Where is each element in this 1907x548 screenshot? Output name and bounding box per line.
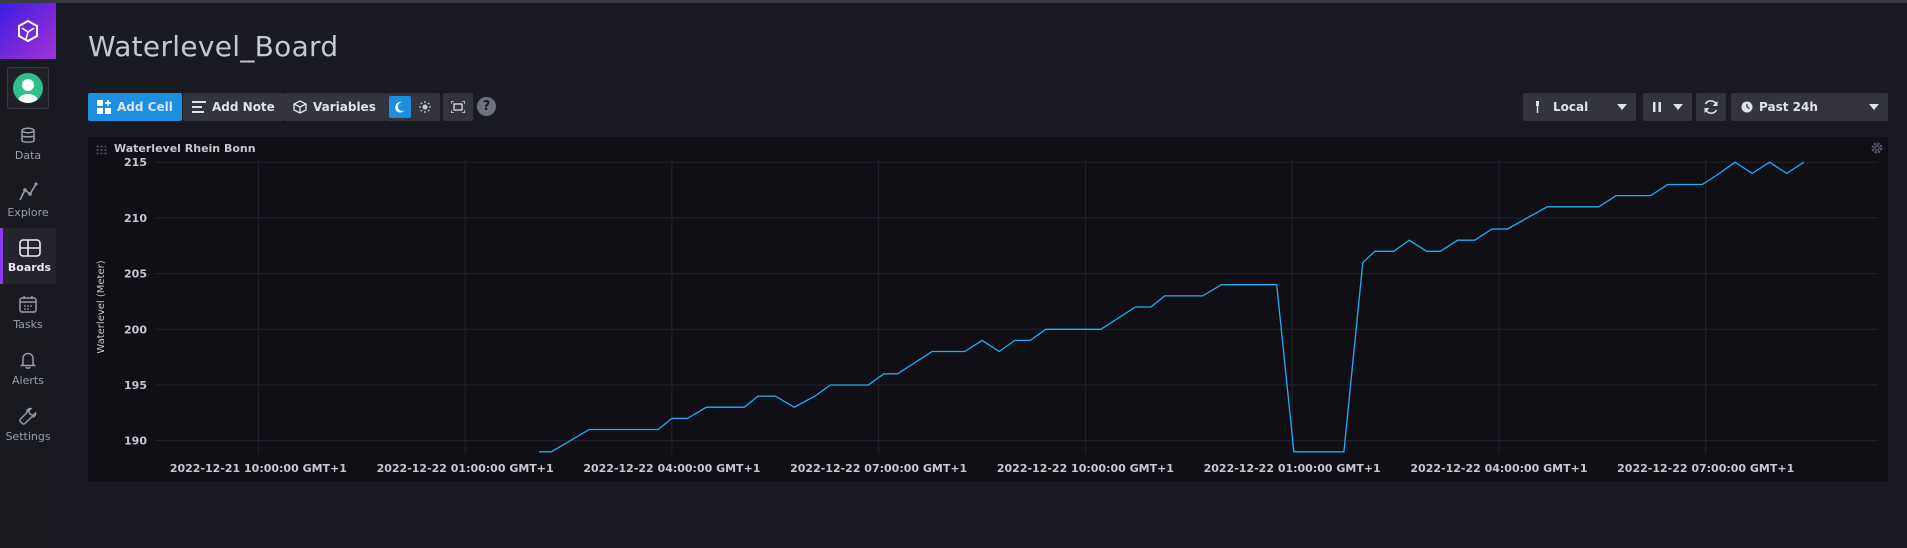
chevron-down-icon <box>1673 104 1683 110</box>
sidebar-item-label: Tasks <box>13 317 43 331</box>
bell-icon <box>19 352 37 369</box>
database-icon <box>21 127 35 143</box>
cube-icon <box>293 100 307 114</box>
gear-icon[interactable] <box>1870 141 1884 155</box>
add-note-button[interactable]: Add Note <box>183 93 284 121</box>
chevron-down-icon <box>1617 104 1627 110</box>
time-range-value: Past 24h <box>1759 100 1818 114</box>
y-tick-label: 200 <box>124 323 147 336</box>
sidebar-item-tasks[interactable]: Tasks <box>0 284 56 340</box>
sidebar-item-alerts[interactable]: Alerts <box>0 340 56 396</box>
x-tick-label: 2022-12-22 07:00:00 GMT+1 <box>1617 462 1794 475</box>
sidebar-item-label: Explore <box>7 205 49 219</box>
autorefresh-dropdown[interactable] <box>1643 93 1692 121</box>
presentation-mode-button[interactable] <box>443 93 473 121</box>
y-axis-label: Waterlevel (Meter) <box>96 260 107 353</box>
x-tick-label: 2022-12-22 10:00:00 GMT+1 <box>997 462 1174 475</box>
page-title: Waterlevel_Board <box>88 30 339 63</box>
moon-icon <box>395 101 404 113</box>
pin-icon <box>1536 101 1539 113</box>
x-tick-label: 2022-12-22 01:00:00 GMT+1 <box>377 462 554 475</box>
time-range-dropdown[interactable]: Past 24h <box>1731 93 1888 121</box>
help-icon[interactable]: ? <box>477 97 496 116</box>
sidebar-item-explore[interactable]: Explore <box>0 172 56 228</box>
sun-icon <box>419 101 431 113</box>
calendar-icon <box>19 295 37 313</box>
add-cell-button[interactable]: Add Cell <box>88 93 182 121</box>
sidebar-item-label: Boards <box>7 260 52 274</box>
dashboard-cell: Waterlevel Rhein Bonn 190 195 200 205 210 215… <box>88 137 1888 482</box>
variables-button[interactable]: Variables <box>284 93 385 121</box>
timezone-value: Local <box>1553 100 1589 114</box>
variables-label: Variables <box>313 100 376 114</box>
wrench-icon <box>19 407 37 425</box>
avatar <box>13 73 43 103</box>
add-cell-icon <box>97 100 111 114</box>
sidebar-item-label: Data <box>14 148 42 162</box>
x-tick-label: 2022-12-22 01:00:00 GMT+1 <box>1204 462 1381 475</box>
add-cell-label: Add Cell <box>117 100 173 114</box>
x-tick-label: 2022-12-22 04:00:00 GMT+1 <box>1410 462 1587 475</box>
logo-icon <box>18 19 38 43</box>
x-tick-label: 2022-12-22 07:00:00 GMT+1 <box>790 462 967 475</box>
user-avatar-button[interactable] <box>7 67 49 109</box>
sidebar-item-settings[interactable]: Settings <box>0 396 56 452</box>
y-tick-label: 190 <box>124 435 147 448</box>
sidebar-item-label: Settings <box>5 429 51 443</box>
light-theme-button[interactable] <box>414 96 436 118</box>
graph-icon <box>19 181 38 200</box>
sidebar: Data Explore Boards Tasks <box>0 3 56 548</box>
sidebar-item-data[interactable]: Data <box>0 116 56 172</box>
y-tick-label: 195 <box>124 379 147 392</box>
dark-theme-button[interactable] <box>389 96 411 118</box>
timezone-dropdown[interactable]: Local <box>1523 93 1636 121</box>
cell-title: Waterlevel Rhein Bonn <box>114 142 256 155</box>
chart-grid <box>155 160 1878 454</box>
top-border <box>0 0 1907 3</box>
user-icon <box>18 79 38 103</box>
boards-icon <box>18 238 41 257</box>
waterlevel-chart[interactable]: 190 195 200 205 210 215 2022-12-21 10:00:00 GM… <box>88 137 1888 482</box>
refresh-icon <box>1704 100 1718 114</box>
influxdb-logo[interactable] <box>0 3 56 59</box>
chevron-down-icon <box>1869 104 1879 110</box>
x-tick-label: 2022-12-22 04:00:00 GMT+1 <box>583 462 760 475</box>
sidebar-item-label: Alerts <box>12 373 44 387</box>
y-tick-label: 215 <box>124 156 147 169</box>
note-icon <box>192 101 206 113</box>
theme-toggle[interactable] <box>385 93 440 121</box>
fullscreen-icon <box>451 101 465 113</box>
pause-icon <box>1653 102 1661 112</box>
x-tick-label: 2022-12-21 10:00:00 GMT+1 <box>170 462 347 475</box>
y-tick-label: 210 <box>124 212 147 225</box>
drag-handle-icon[interactable] <box>96 145 108 155</box>
sidebar-item-boards[interactable]: Boards <box>0 228 56 284</box>
refresh-button[interactable] <box>1696 93 1726 121</box>
add-note-label: Add Note <box>212 100 275 114</box>
series-line-0 <box>539 161 1805 453</box>
clock-icon <box>1741 101 1753 113</box>
y-tick-label: 205 <box>124 268 147 281</box>
